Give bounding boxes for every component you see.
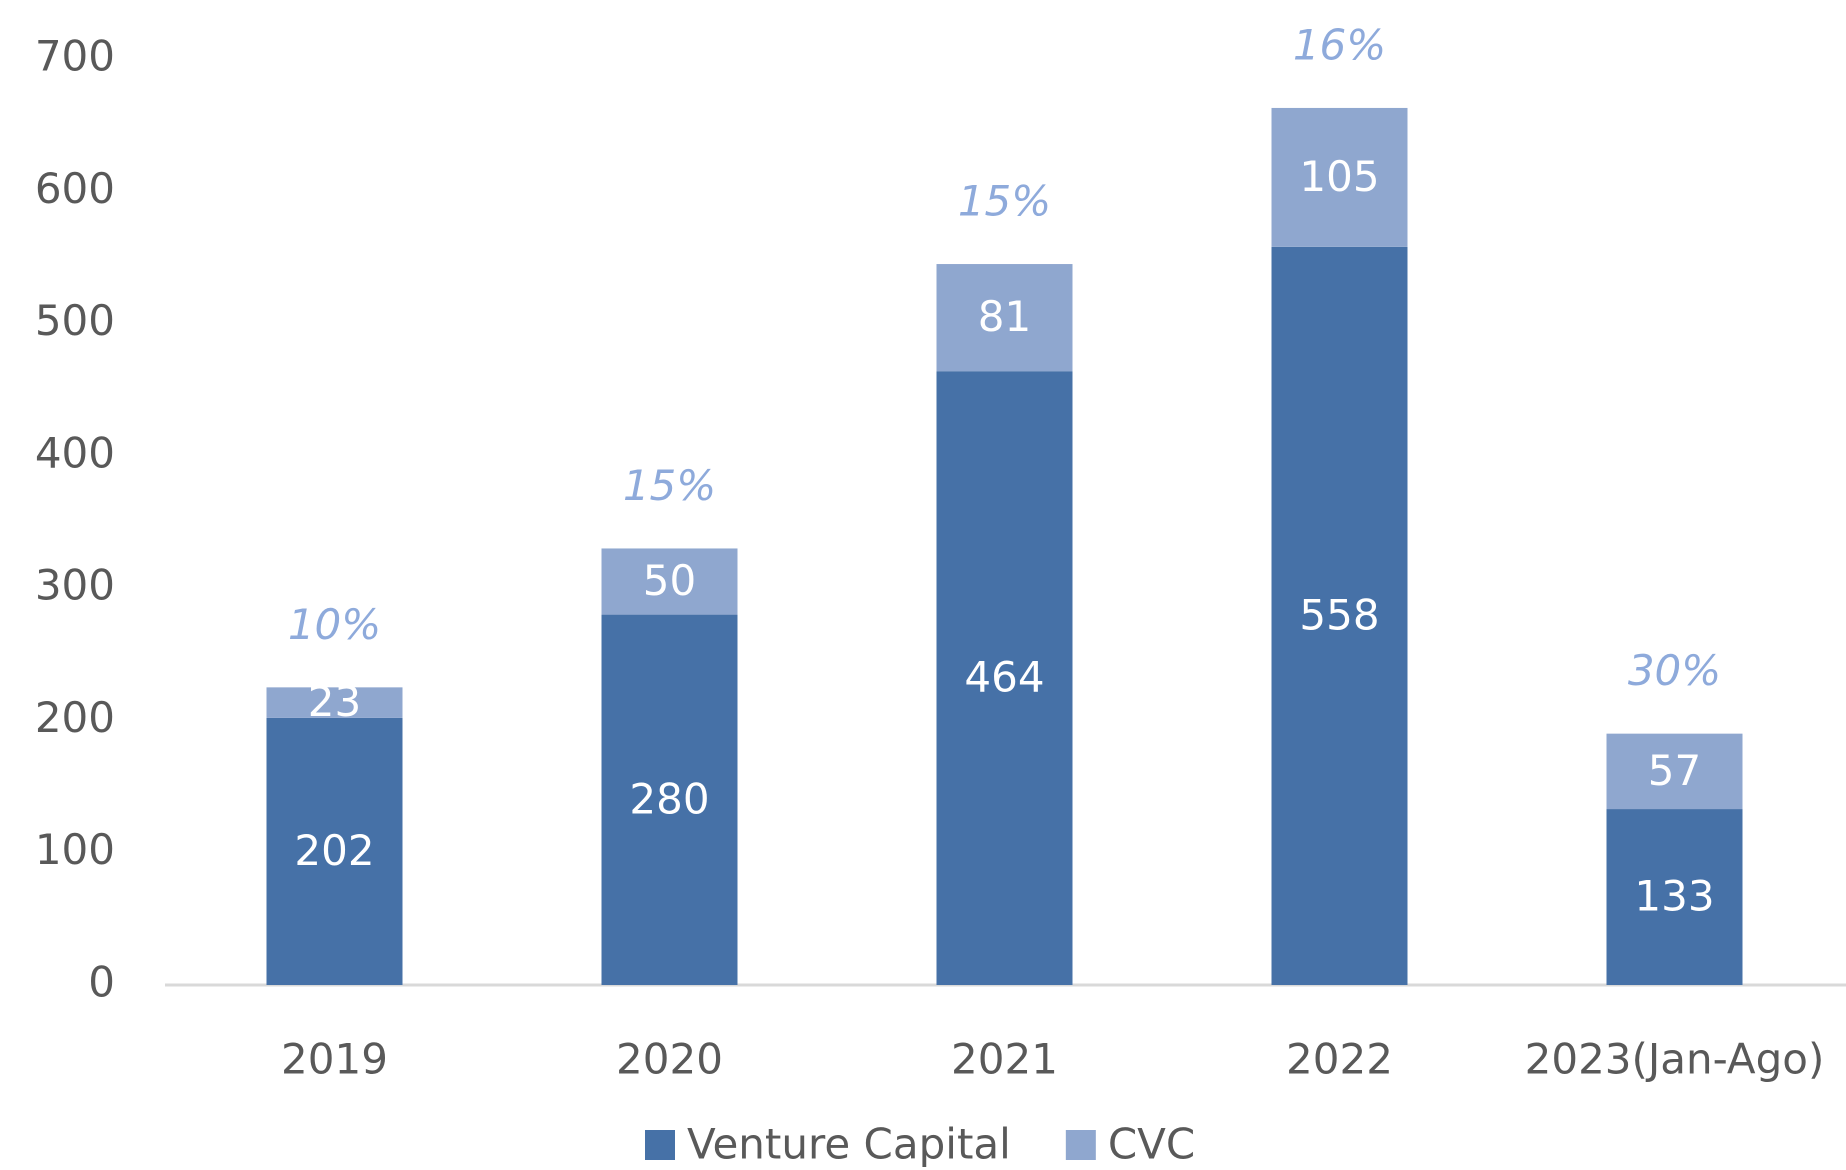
legend-swatch: [645, 1130, 675, 1160]
bar-segment: [266, 687, 403, 718]
legend-swatch: [1065, 1130, 1096, 1160]
y-tick-label: 400: [35, 428, 115, 477]
bar-segment: [266, 717, 403, 985]
bar-segment: [936, 371, 1073, 985]
data-label: 133: [1634, 872, 1714, 921]
y-tick-label: 100: [35, 825, 115, 874]
y-tick-label: 600: [35, 164, 115, 213]
annotation: 15%: [623, 461, 716, 510]
y-tick-label: 500: [35, 296, 115, 345]
y-tick-label: 200: [35, 693, 115, 742]
annotation: 10%: [288, 600, 381, 649]
bar-segment: [1271, 107, 1408, 247]
data-label: 23: [308, 677, 361, 726]
x-tick-label: 2021: [951, 1035, 1058, 1084]
x-tick-label: 2022: [1286, 1035, 1393, 1084]
bar-segment: [1606, 733, 1743, 810]
legend-label: Venture Capital: [687, 1120, 1011, 1169]
bar-segment: [601, 614, 738, 985]
data-label: 50: [643, 556, 696, 605]
data-label: 57: [1648, 746, 1701, 795]
annotation: 30%: [1628, 646, 1721, 695]
data-label: 464: [964, 653, 1044, 702]
bar-segment: [936, 264, 1073, 372]
data-label: 202: [294, 826, 374, 875]
x-tick-label: 2023(Jan-Ago): [1525, 1035, 1825, 1084]
data-label: 81: [978, 292, 1031, 341]
data-label: 280: [629, 774, 709, 823]
data-label: 105: [1299, 152, 1379, 201]
data-label: 558: [1299, 590, 1379, 639]
y-tick-label: 0: [88, 958, 115, 1007]
y-tick-label: 700: [35, 32, 115, 81]
y-tick-label: 300: [35, 561, 115, 610]
annotation: 15%: [958, 177, 1051, 226]
bar-segment: [1271, 246, 1408, 986]
bar-segment: [1606, 809, 1743, 985]
x-tick-label: 2019: [281, 1035, 388, 1084]
annotation: 16%: [1293, 20, 1386, 69]
x-tick-label: 2020: [616, 1035, 723, 1084]
bar-segment: [601, 548, 738, 615]
legend-label: CVC: [1108, 1120, 1195, 1169]
